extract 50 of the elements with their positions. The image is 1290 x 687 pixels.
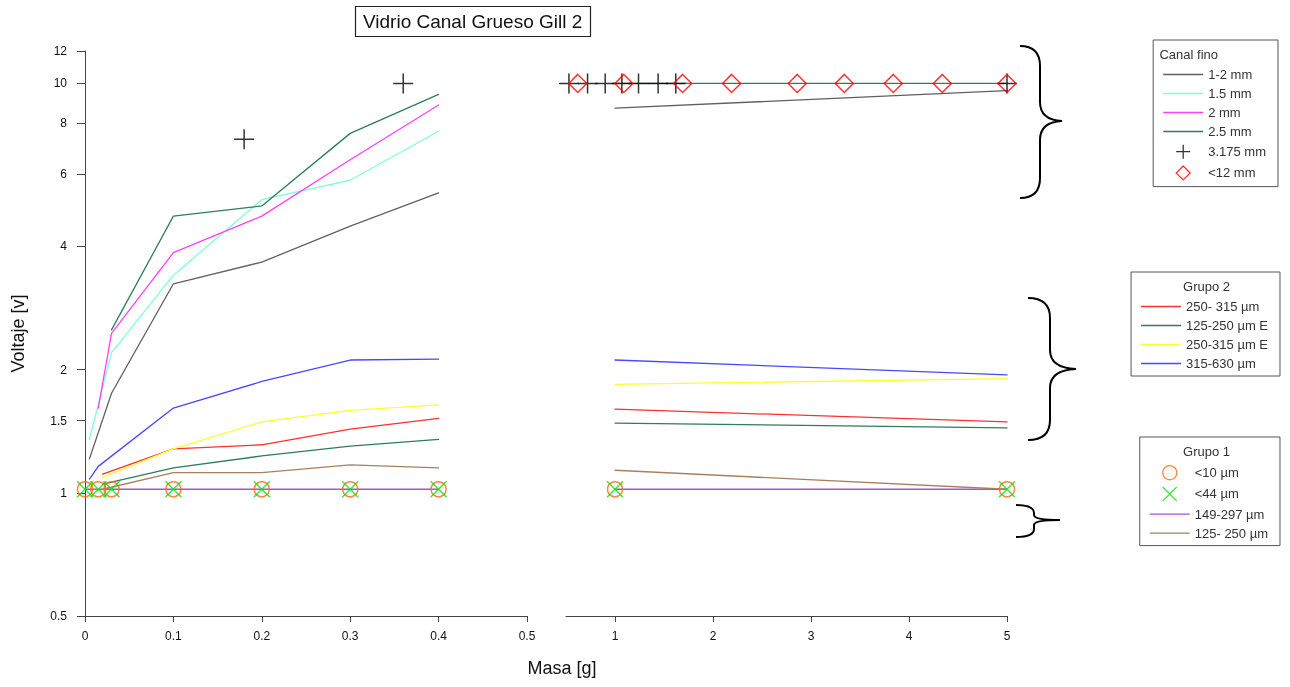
y-tick-label: 10 — [53, 76, 68, 91]
legend-label: 2.5 mm — [1208, 124, 1252, 139]
y-tick-label: 2 — [60, 362, 68, 377]
point — [233, 128, 255, 151]
line-series — [88, 130, 440, 441]
legend-label: 149-297 µm — [1194, 506, 1265, 522]
legend-label: 1-2 mm — [1208, 67, 1253, 82]
x-tick-label: 3 — [807, 629, 815, 643]
legend-label: 125-250 µm E — [1186, 318, 1269, 333]
legend-label: <12 mm — [1208, 165, 1256, 181]
y-tick-label: 4 — [60, 239, 68, 254]
y-tick-label: 0.5 — [50, 609, 68, 623]
legend-label: <44 µm — [1194, 486, 1239, 502]
x-tick-label: 5 — [1003, 629, 1011, 643]
x-tick-label: 1 — [611, 629, 619, 643]
x-tick-label: 4 — [905, 629, 913, 643]
legend-label: 250-315 µm E — [1186, 337, 1269, 352]
y-tick-label: 12 — [53, 44, 68, 58]
x-tick-label: 0.2 — [253, 629, 271, 643]
legend-label: 2 mm — [1208, 105, 1241, 120]
x-tick-label: 0.4 — [430, 629, 448, 643]
legend-label: 315-630 µm — [1186, 356, 1256, 371]
y-tick-label: 1.5 — [50, 413, 68, 428]
line-series — [102, 404, 440, 479]
y-tick-label: 6 — [60, 167, 68, 182]
x-tick-label: 0.1 — [165, 629, 183, 643]
y-tick-label: 1 — [60, 485, 68, 500]
point — [392, 72, 414, 95]
x-axis-title: Masa [g] — [527, 658, 597, 678]
line-series — [88, 358, 440, 480]
text: Grupo 1 — [1183, 444, 1231, 459]
text: Canal fino — [1159, 47, 1219, 62]
legend-label: 125- 250 µm — [1194, 525, 1269, 541]
x-tick-label: 0.5 — [518, 629, 536, 643]
y-axis-title: Voltaje [v] — [8, 294, 28, 373]
line-series — [97, 104, 440, 409]
legend-label: 1.5 mm — [1208, 86, 1252, 101]
x-tick-label: 0.3 — [341, 629, 359, 643]
text: Grupo 2 — [1183, 279, 1231, 294]
x-tick-label: 0 — [81, 629, 89, 643]
line-series — [102, 417, 440, 475]
legend-label: 250- 315 µm — [1186, 299, 1260, 314]
chart-title: Vidrio Canal Grueso Gill 2 — [363, 11, 583, 32]
line-series — [88, 192, 440, 460]
y-tick-label: 8 — [60, 116, 68, 131]
x-tick-label: 2 — [709, 629, 717, 643]
legend-label: <10 µm — [1194, 465, 1239, 481]
legend-label: 3.175 mm — [1208, 144, 1267, 160]
line-series — [110, 93, 440, 331]
line-series — [102, 464, 440, 490]
